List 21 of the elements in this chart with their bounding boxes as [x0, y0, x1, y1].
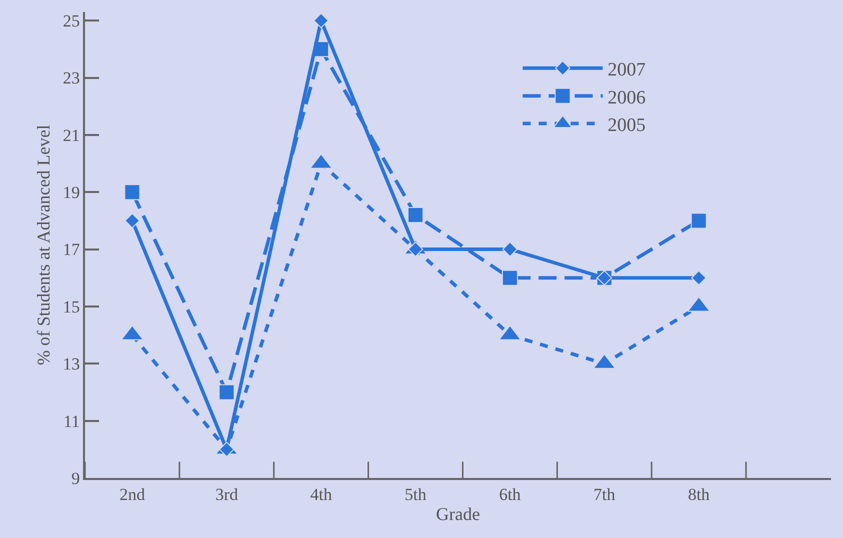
x-tick-label: 5th — [404, 485, 427, 504]
legend-label: 2005 — [608, 114, 646, 136]
x-tick-label: 4th — [310, 485, 332, 504]
y-tick-label: 23 — [62, 68, 80, 88]
y-axis-title: % of Students at Advanced Level — [34, 124, 54, 366]
x-tick-label: 2nd — [119, 485, 146, 504]
y-tick-label: 25 — [62, 12, 80, 31]
legend-label: 2006 — [608, 87, 646, 108]
y-tick-label: 11 — [63, 412, 80, 431]
y-tick-label: 15 — [62, 297, 80, 316]
legend-label: 2007 — [608, 60, 646, 81]
y-tick-label: 9 — [71, 468, 80, 488]
y-tick-label: 17 — [62, 240, 80, 260]
y-tick-label: 19 — [62, 183, 80, 202]
x-tick-label: 6th — [499, 485, 522, 504]
x-axis-title: Grade — [436, 504, 480, 524]
x-tick-label: 7th — [594, 485, 616, 504]
y-tick-label: 21 — [62, 126, 80, 145]
y-tick-label: 13 — [62, 354, 80, 374]
x-tick-label: 3rd — [215, 485, 238, 504]
x-tick-label: 8th — [688, 485, 710, 504]
